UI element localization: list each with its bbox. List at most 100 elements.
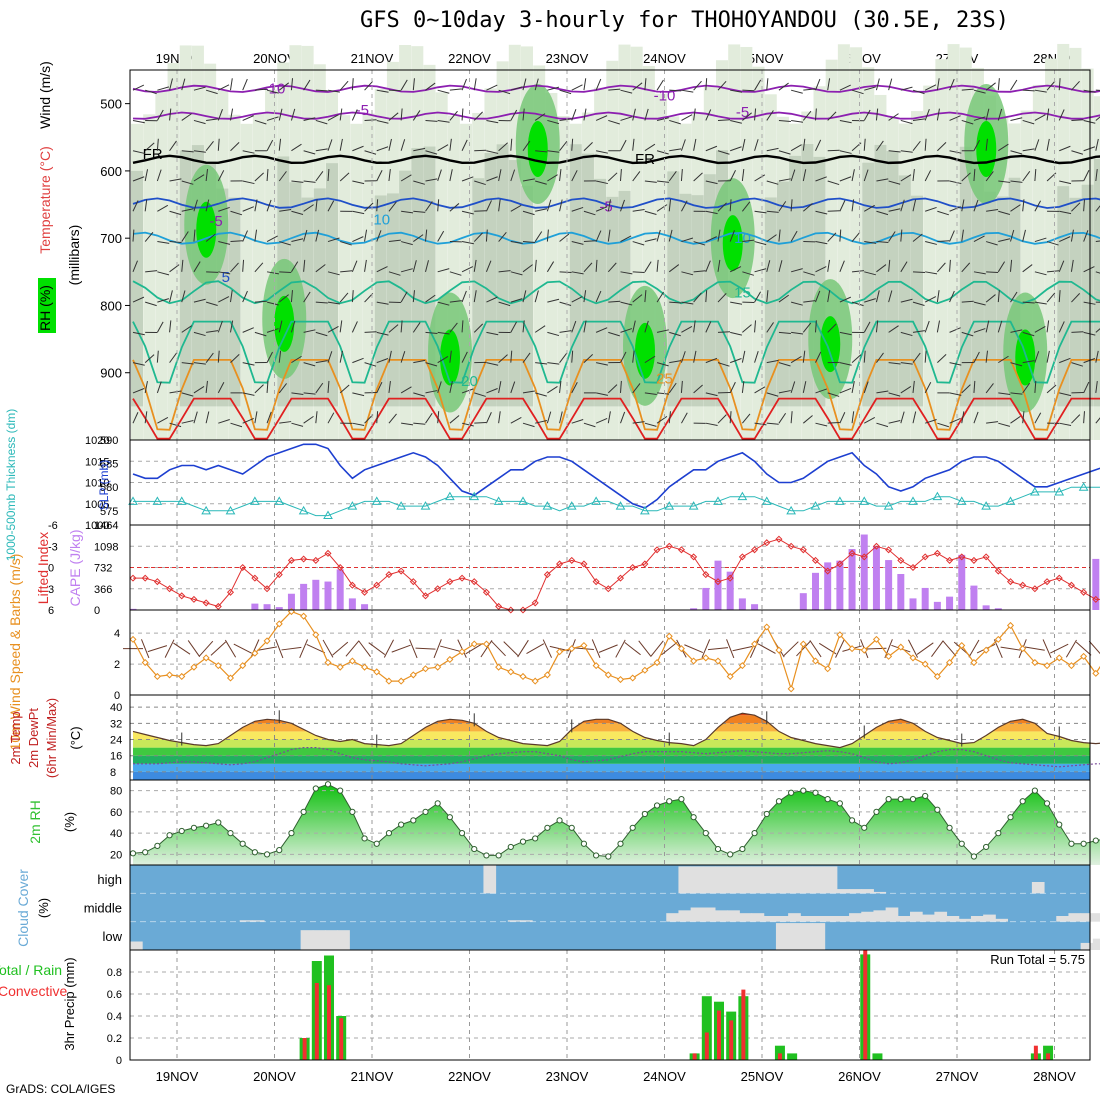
cloud-middle-fill (739, 913, 752, 922)
ylabel-temp-unit: (°C) (68, 726, 83, 749)
precip-convective-bar (729, 1020, 733, 1060)
contour-label: -5 (209, 213, 222, 230)
x-tick-label-bottom: 19NOV (156, 1069, 199, 1084)
rh-marker (874, 809, 879, 814)
contour-label: -5 (356, 102, 369, 119)
x-tick-label-bottom: 22NOV (448, 1069, 491, 1084)
wind-barb (742, 90, 754, 91)
precip-convective-bar (705, 1033, 709, 1061)
precip-tick-label: 0.2 (107, 1033, 122, 1045)
cape-bar (983, 605, 990, 610)
wind-barb (1089, 641, 1100, 656)
cape-bar (946, 597, 953, 610)
wind-barb (1043, 639, 1051, 657)
rh-marker (606, 854, 611, 859)
rh-band (1094, 159, 1100, 406)
rh-marker (764, 811, 769, 816)
wind-barb (733, 647, 753, 651)
rh-marker (728, 852, 733, 857)
cloud-middle-fill (752, 913, 765, 922)
rh-marker (1032, 788, 1037, 793)
rh-marker (801, 788, 806, 793)
wind-speed-marker (545, 672, 551, 678)
rh-marker (179, 828, 184, 833)
rh-band (143, 114, 155, 440)
cape-bar (337, 569, 344, 610)
cape-bar (836, 561, 843, 610)
precip-total-bar (787, 1053, 797, 1060)
wind-barb (758, 644, 775, 654)
wind-barb (199, 641, 212, 656)
cape-bar (715, 561, 722, 610)
x-tick-label-bottom: 21NOV (351, 1069, 394, 1084)
lifted-index-line (133, 539, 1100, 610)
cloud-bg (130, 865, 1090, 950)
rh-marker (679, 797, 684, 802)
cloud-middle-fill (947, 916, 960, 922)
rh-band (899, 175, 911, 406)
wind-barb (718, 332, 730, 333)
ylabel-2m-rh: 2m RH (27, 800, 43, 844)
rh-marker (167, 833, 172, 838)
rh-marker (1020, 799, 1025, 804)
rh-marker (313, 786, 318, 791)
cape-bar (702, 588, 709, 610)
rh-marker (338, 788, 343, 793)
wind-barb (917, 643, 933, 655)
wind-speed-marker (618, 677, 624, 683)
contour-label: 5 (222, 269, 230, 286)
rh-band (753, 67, 765, 440)
cloud-middle-fill (898, 916, 911, 922)
rh-marker (459, 831, 464, 836)
rh-tick-label: 60 (110, 807, 122, 819)
thickness-marker (933, 493, 941, 500)
wind-barb (599, 645, 618, 653)
cloud-middle-fill (764, 916, 777, 922)
wind-speed-marker (350, 658, 356, 664)
cloud-low-fill (325, 930, 338, 950)
rh-marker (264, 852, 269, 857)
temp-tick-label: 32 (110, 718, 122, 730)
wind-barb (234, 644, 252, 653)
wind-speed-marker (337, 664, 343, 670)
rh-marker (520, 839, 525, 844)
wind-speed-marker (581, 643, 587, 649)
wind-barb (518, 640, 529, 657)
wind-barb (616, 640, 625, 658)
cloud-middle-fill (910, 912, 923, 922)
contour-label: -5 (736, 104, 749, 121)
wind-speed-marker (569, 646, 575, 652)
rh-marker (1057, 822, 1062, 827)
cloud-middle-fill (1056, 916, 1069, 922)
rh-marker (252, 850, 257, 855)
cloud-high-fill (825, 866, 838, 893)
wind-barb (560, 272, 572, 273)
wind-barb (389, 90, 401, 91)
ylabel-precip: 3hr Precip (mm) (62, 957, 77, 1050)
contour-label: FR (635, 151, 655, 168)
cloud-middle-fill (849, 913, 862, 922)
wind-speed-marker (557, 649, 563, 655)
rh-marker (630, 825, 635, 830)
rh-band (582, 154, 594, 407)
rh-band (789, 156, 801, 406)
x-tick-label-bottom: 24NOV (643, 1069, 686, 1084)
rh-marker (703, 831, 708, 836)
x-tick-label-bottom: 27NOV (936, 1069, 979, 1084)
cape-bar (970, 586, 977, 610)
cloud-high-fill (483, 865, 496, 893)
precip-convective-bar (693, 1053, 697, 1060)
cloud-low-fill (1081, 943, 1094, 950)
rh-marker (715, 846, 720, 851)
rh-marker (776, 799, 781, 804)
cloud-middle-fill (727, 910, 740, 921)
cloud-middle-fill (934, 912, 947, 922)
rh-band (692, 195, 704, 406)
rh-marker (862, 825, 867, 830)
thickness-marker (324, 512, 332, 519)
rh-marker (423, 809, 428, 814)
cloud-high-fill (703, 866, 716, 893)
temp-tick-label: 24 (110, 735, 122, 747)
cloud-middle-fill (825, 916, 838, 922)
rh-marker (435, 801, 440, 806)
